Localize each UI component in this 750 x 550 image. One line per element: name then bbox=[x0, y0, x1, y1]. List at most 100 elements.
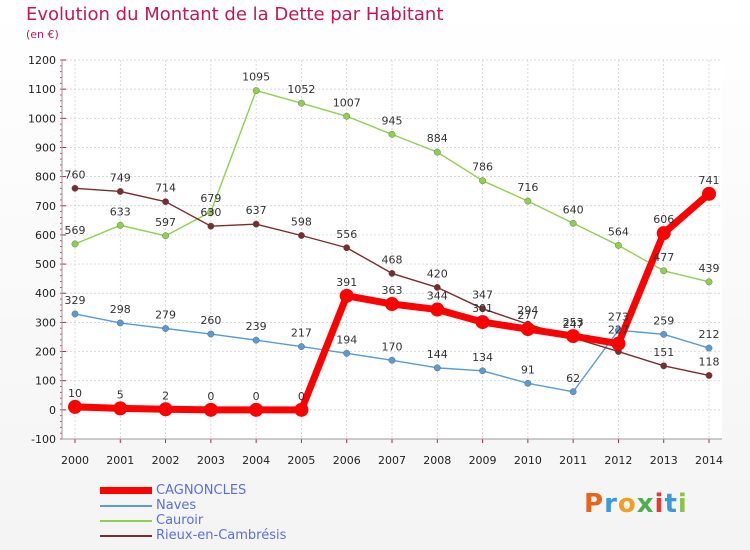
data-label: 259 bbox=[653, 314, 674, 327]
legend-swatch bbox=[100, 505, 152, 507]
data-label: 273 bbox=[608, 310, 629, 323]
data-label: 329 bbox=[65, 294, 86, 307]
data-label: 439 bbox=[699, 262, 720, 275]
x-tick-label: 2005 bbox=[287, 454, 315, 467]
x-tick-label: 2001 bbox=[106, 454, 134, 467]
legend-label: CAGNONCLES bbox=[156, 483, 247, 498]
y-tick-label: 700 bbox=[35, 200, 56, 213]
data-point bbox=[294, 402, 309, 417]
data-point bbox=[660, 362, 668, 370]
y-tick-label: -100 bbox=[31, 433, 56, 446]
data-point bbox=[705, 372, 713, 379]
data-point bbox=[702, 186, 716, 201]
data-label: 760 bbox=[65, 168, 86, 181]
data-label: 597 bbox=[155, 216, 176, 229]
data-point bbox=[385, 297, 399, 312]
data-label: 0 bbox=[207, 390, 214, 403]
data-point bbox=[71, 310, 79, 318]
data-point bbox=[524, 379, 532, 387]
data-point bbox=[705, 344, 713, 352]
data-label: 564 bbox=[608, 225, 629, 238]
brand-letter: r bbox=[604, 489, 618, 519]
x-tick-label: 2010 bbox=[514, 454, 542, 467]
y-tick-label: 100 bbox=[35, 375, 56, 388]
x-tick-label: 2004 bbox=[242, 454, 270, 467]
legend-swatch bbox=[100, 520, 152, 522]
data-label: 749 bbox=[110, 171, 131, 184]
data-label: 0 bbox=[298, 390, 305, 403]
chart-title: Evolution du Montant de la Dette par Hab… bbox=[26, 4, 444, 25]
data-point bbox=[203, 402, 218, 417]
data-point bbox=[116, 319, 124, 327]
y-tick-label: 900 bbox=[35, 141, 56, 154]
x-tick-label: 2009 bbox=[469, 454, 497, 467]
data-point bbox=[68, 399, 82, 414]
data-label: 91 bbox=[521, 363, 535, 376]
data-label: 1095 bbox=[242, 71, 270, 84]
data-point bbox=[162, 232, 169, 240]
data-label: 1052 bbox=[287, 83, 315, 96]
data-point bbox=[569, 219, 577, 227]
data-label: 217 bbox=[291, 327, 312, 340]
data-label: 279 bbox=[155, 309, 176, 322]
data-label: 344 bbox=[427, 290, 448, 303]
y-tick-label: 300 bbox=[35, 316, 56, 329]
data-point bbox=[433, 283, 441, 291]
data-label: 260 bbox=[200, 314, 221, 327]
data-label: 679 bbox=[200, 192, 221, 205]
brand-letter: t bbox=[664, 489, 678, 519]
chart-unit-label: (en €) bbox=[26, 28, 59, 41]
y-tick-label: 400 bbox=[35, 287, 56, 300]
x-tick-label: 2011 bbox=[559, 454, 587, 467]
data-label: 0 bbox=[253, 390, 260, 403]
data-point bbox=[524, 197, 532, 205]
data-label: 5 bbox=[117, 388, 124, 401]
data-label: 62 bbox=[566, 372, 580, 385]
data-point bbox=[162, 198, 169, 206]
data-point bbox=[343, 244, 351, 252]
data-point bbox=[339, 288, 354, 303]
y-tick-label: 600 bbox=[35, 229, 56, 242]
data-point bbox=[252, 336, 260, 344]
x-tick-label: 2007 bbox=[378, 454, 406, 467]
data-point bbox=[388, 130, 396, 138]
data-point bbox=[433, 148, 441, 156]
data-point bbox=[705, 278, 713, 286]
brand-logo: Proxiti bbox=[584, 489, 688, 519]
data-label: 420 bbox=[427, 267, 448, 280]
data-point bbox=[520, 322, 535, 337]
data-label: 598 bbox=[291, 216, 312, 229]
data-point bbox=[566, 329, 581, 344]
data-point bbox=[116, 188, 124, 195]
x-tick-label: 2000 bbox=[61, 454, 89, 467]
data-label: 640 bbox=[563, 203, 584, 216]
data-label: 301 bbox=[472, 302, 493, 315]
data-point bbox=[433, 364, 441, 372]
data-label: 945 bbox=[382, 114, 403, 127]
data-label: 606 bbox=[653, 213, 674, 226]
data-label: 637 bbox=[246, 204, 267, 217]
data-point bbox=[656, 226, 671, 241]
data-label: 212 bbox=[699, 328, 720, 341]
data-point bbox=[660, 267, 668, 275]
data-point bbox=[207, 222, 215, 230]
data-label: 134 bbox=[472, 351, 493, 364]
x-tick-label: 2008 bbox=[423, 454, 451, 467]
y-tick-label: 1100 bbox=[28, 83, 56, 96]
data-label: 477 bbox=[653, 251, 674, 264]
data-label: 741 bbox=[699, 174, 720, 187]
data-label: 884 bbox=[427, 132, 448, 145]
x-tick-label: 2013 bbox=[650, 454, 678, 467]
data-point bbox=[569, 388, 577, 396]
brand-letter: P bbox=[584, 489, 605, 519]
x-tick-label: 2003 bbox=[197, 454, 225, 467]
data-point bbox=[71, 240, 79, 248]
brand-letter: i bbox=[677, 489, 688, 519]
data-point bbox=[388, 356, 396, 364]
data-point bbox=[430, 302, 445, 317]
data-point bbox=[479, 305, 486, 313]
data-point bbox=[343, 349, 351, 357]
data-label: 151 bbox=[653, 346, 674, 359]
